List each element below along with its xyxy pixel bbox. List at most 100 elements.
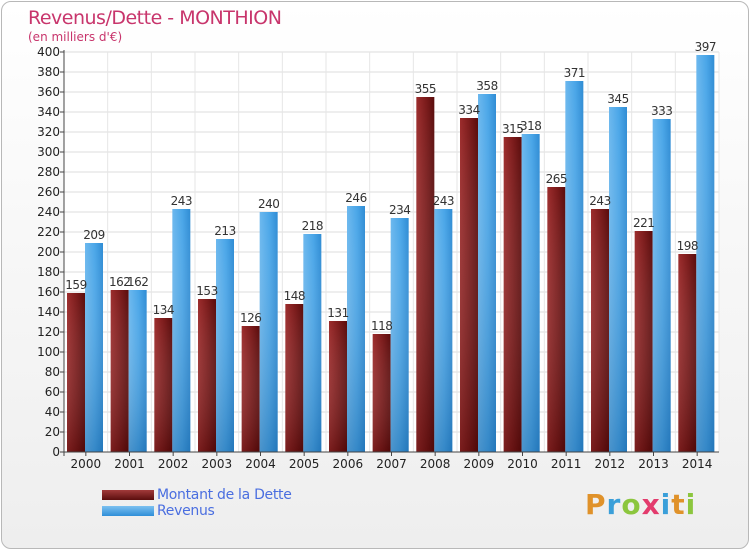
data-label-dette: 198 <box>677 239 698 253</box>
bar-revenus-shade <box>172 209 191 452</box>
logo-letter: P <box>585 488 607 521</box>
bar-revenus-shade <box>216 239 234 452</box>
y-tick-label: 20 <box>45 425 60 439</box>
data-label-dette: 355 <box>415 82 436 96</box>
y-tick-label: 360 <box>37 85 60 99</box>
bar-dette-shade <box>329 321 347 452</box>
data-label-revenus: 318 <box>520 119 541 133</box>
bar-revenus-shade <box>347 206 365 452</box>
data-label-revenus: 358 <box>476 79 497 93</box>
data-label-revenus: 240 <box>258 197 279 211</box>
data-label-revenus: 209 <box>83 228 104 242</box>
y-tick-label: 160 <box>37 285 60 299</box>
x-tick-label: 2011 <box>551 457 582 471</box>
y-tick-label: 140 <box>37 305 60 319</box>
y-tick-label: 80 <box>45 365 60 379</box>
x-tick-label: 2001 <box>114 457 145 471</box>
data-label-revenus: 246 <box>345 191 366 205</box>
logo-letter: x <box>641 488 661 521</box>
x-tick-label: 2004 <box>245 457 276 471</box>
data-label-dette: 131 <box>327 306 348 320</box>
bar-revenus-shade <box>609 107 627 452</box>
y-tick-label: 200 <box>37 245 60 259</box>
bar-revenus-shade <box>390 218 409 452</box>
x-tick-label: 2009 <box>464 457 495 471</box>
bar-dette-shade <box>67 293 85 452</box>
legend-label-dette: Montant de la Dette <box>157 487 292 503</box>
bar-revenus-shade <box>521 134 540 452</box>
y-tick-label: 220 <box>37 225 60 239</box>
y-tick-label: 240 <box>37 205 60 219</box>
logo-letter: o <box>621 488 642 521</box>
bar-dette-shade <box>154 318 173 452</box>
x-tick-label: 2000 <box>71 457 102 471</box>
data-label-dette: 315 <box>502 122 523 136</box>
x-tick-label: 2010 <box>507 457 538 471</box>
bar-dette-shade <box>372 334 391 452</box>
y-tick-label: 0 <box>52 445 60 459</box>
x-tick-label: 2003 <box>202 457 233 471</box>
bar-revenus-shade <box>434 209 453 452</box>
data-label-revenus: 243 <box>171 194 192 208</box>
data-label-revenus: 333 <box>651 104 672 118</box>
logo-letter: r <box>606 488 622 521</box>
bar-dette-shade <box>285 304 304 452</box>
y-tick-label: 180 <box>37 265 60 279</box>
data-label-dette: 162 <box>109 275 130 289</box>
x-tick-label: 2013 <box>638 457 669 471</box>
bar-dette-shade <box>198 299 216 452</box>
logo-letter: i <box>660 488 672 521</box>
bar-revenus-shade <box>259 212 278 452</box>
bar-dette-shade <box>591 209 609 452</box>
data-label-dette: 118 <box>371 319 392 333</box>
x-tick-label: 2002 <box>158 457 189 471</box>
y-tick-label: 260 <box>37 185 60 199</box>
bar-dette-shade <box>460 118 478 452</box>
bar-revenus-shade <box>128 290 147 452</box>
data-label-dette: 265 <box>546 172 567 186</box>
y-tick-label: 300 <box>37 145 60 159</box>
data-label-dette: 334 <box>458 103 479 117</box>
logo-letter: i <box>685 488 697 521</box>
data-label-dette: 148 <box>284 289 305 303</box>
bar-revenus-shade <box>478 94 496 452</box>
bar-dette-shade <box>547 187 566 452</box>
chart-subtitle: (en milliers d'€) <box>28 30 123 44</box>
bar-dette-shade <box>678 254 697 452</box>
y-tick-label: 120 <box>37 325 60 339</box>
logo-letter: t <box>671 488 686 521</box>
bar-revenus-shade <box>85 243 103 452</box>
bar-revenus-shade <box>303 234 322 452</box>
x-tick-label: 2008 <box>420 457 451 471</box>
data-label-revenus: 162 <box>127 275 148 289</box>
bar-revenus-shade <box>565 81 584 452</box>
y-tick-label: 340 <box>37 105 60 119</box>
bar-revenus-shade <box>652 119 671 452</box>
bar-dette-shade <box>416 97 435 452</box>
x-tick-label: 2012 <box>595 457 626 471</box>
data-label-dette: 153 <box>196 284 217 298</box>
x-tick-label: 2005 <box>289 457 320 471</box>
y-tick-label: 320 <box>37 125 60 139</box>
data-label-revenus: 345 <box>607 92 628 106</box>
bar-revenus-shade <box>696 55 715 452</box>
y-tick-label: 400 <box>37 45 60 59</box>
data-label-dette: 243 <box>589 194 610 208</box>
x-tick-label: 2007 <box>376 457 407 471</box>
data-label-revenus: 234 <box>389 203 410 217</box>
y-tick-label: 100 <box>37 345 60 359</box>
y-tick-label: 60 <box>45 385 60 399</box>
data-label-dette: 159 <box>65 278 86 292</box>
bar-dette-shade <box>241 326 260 452</box>
data-label-revenus: 213 <box>214 224 235 238</box>
legend-swatch-revenus <box>102 506 154 516</box>
proxiti-logo: Proxiti <box>585 488 696 521</box>
y-tick-label: 380 <box>37 65 60 79</box>
y-tick-label: 40 <box>45 405 60 419</box>
data-label-dette: 134 <box>153 303 174 317</box>
legend-label-revenus: Revenus <box>157 503 215 519</box>
x-tick-label: 2014 <box>682 457 713 471</box>
bar-dette-shade <box>110 290 129 452</box>
